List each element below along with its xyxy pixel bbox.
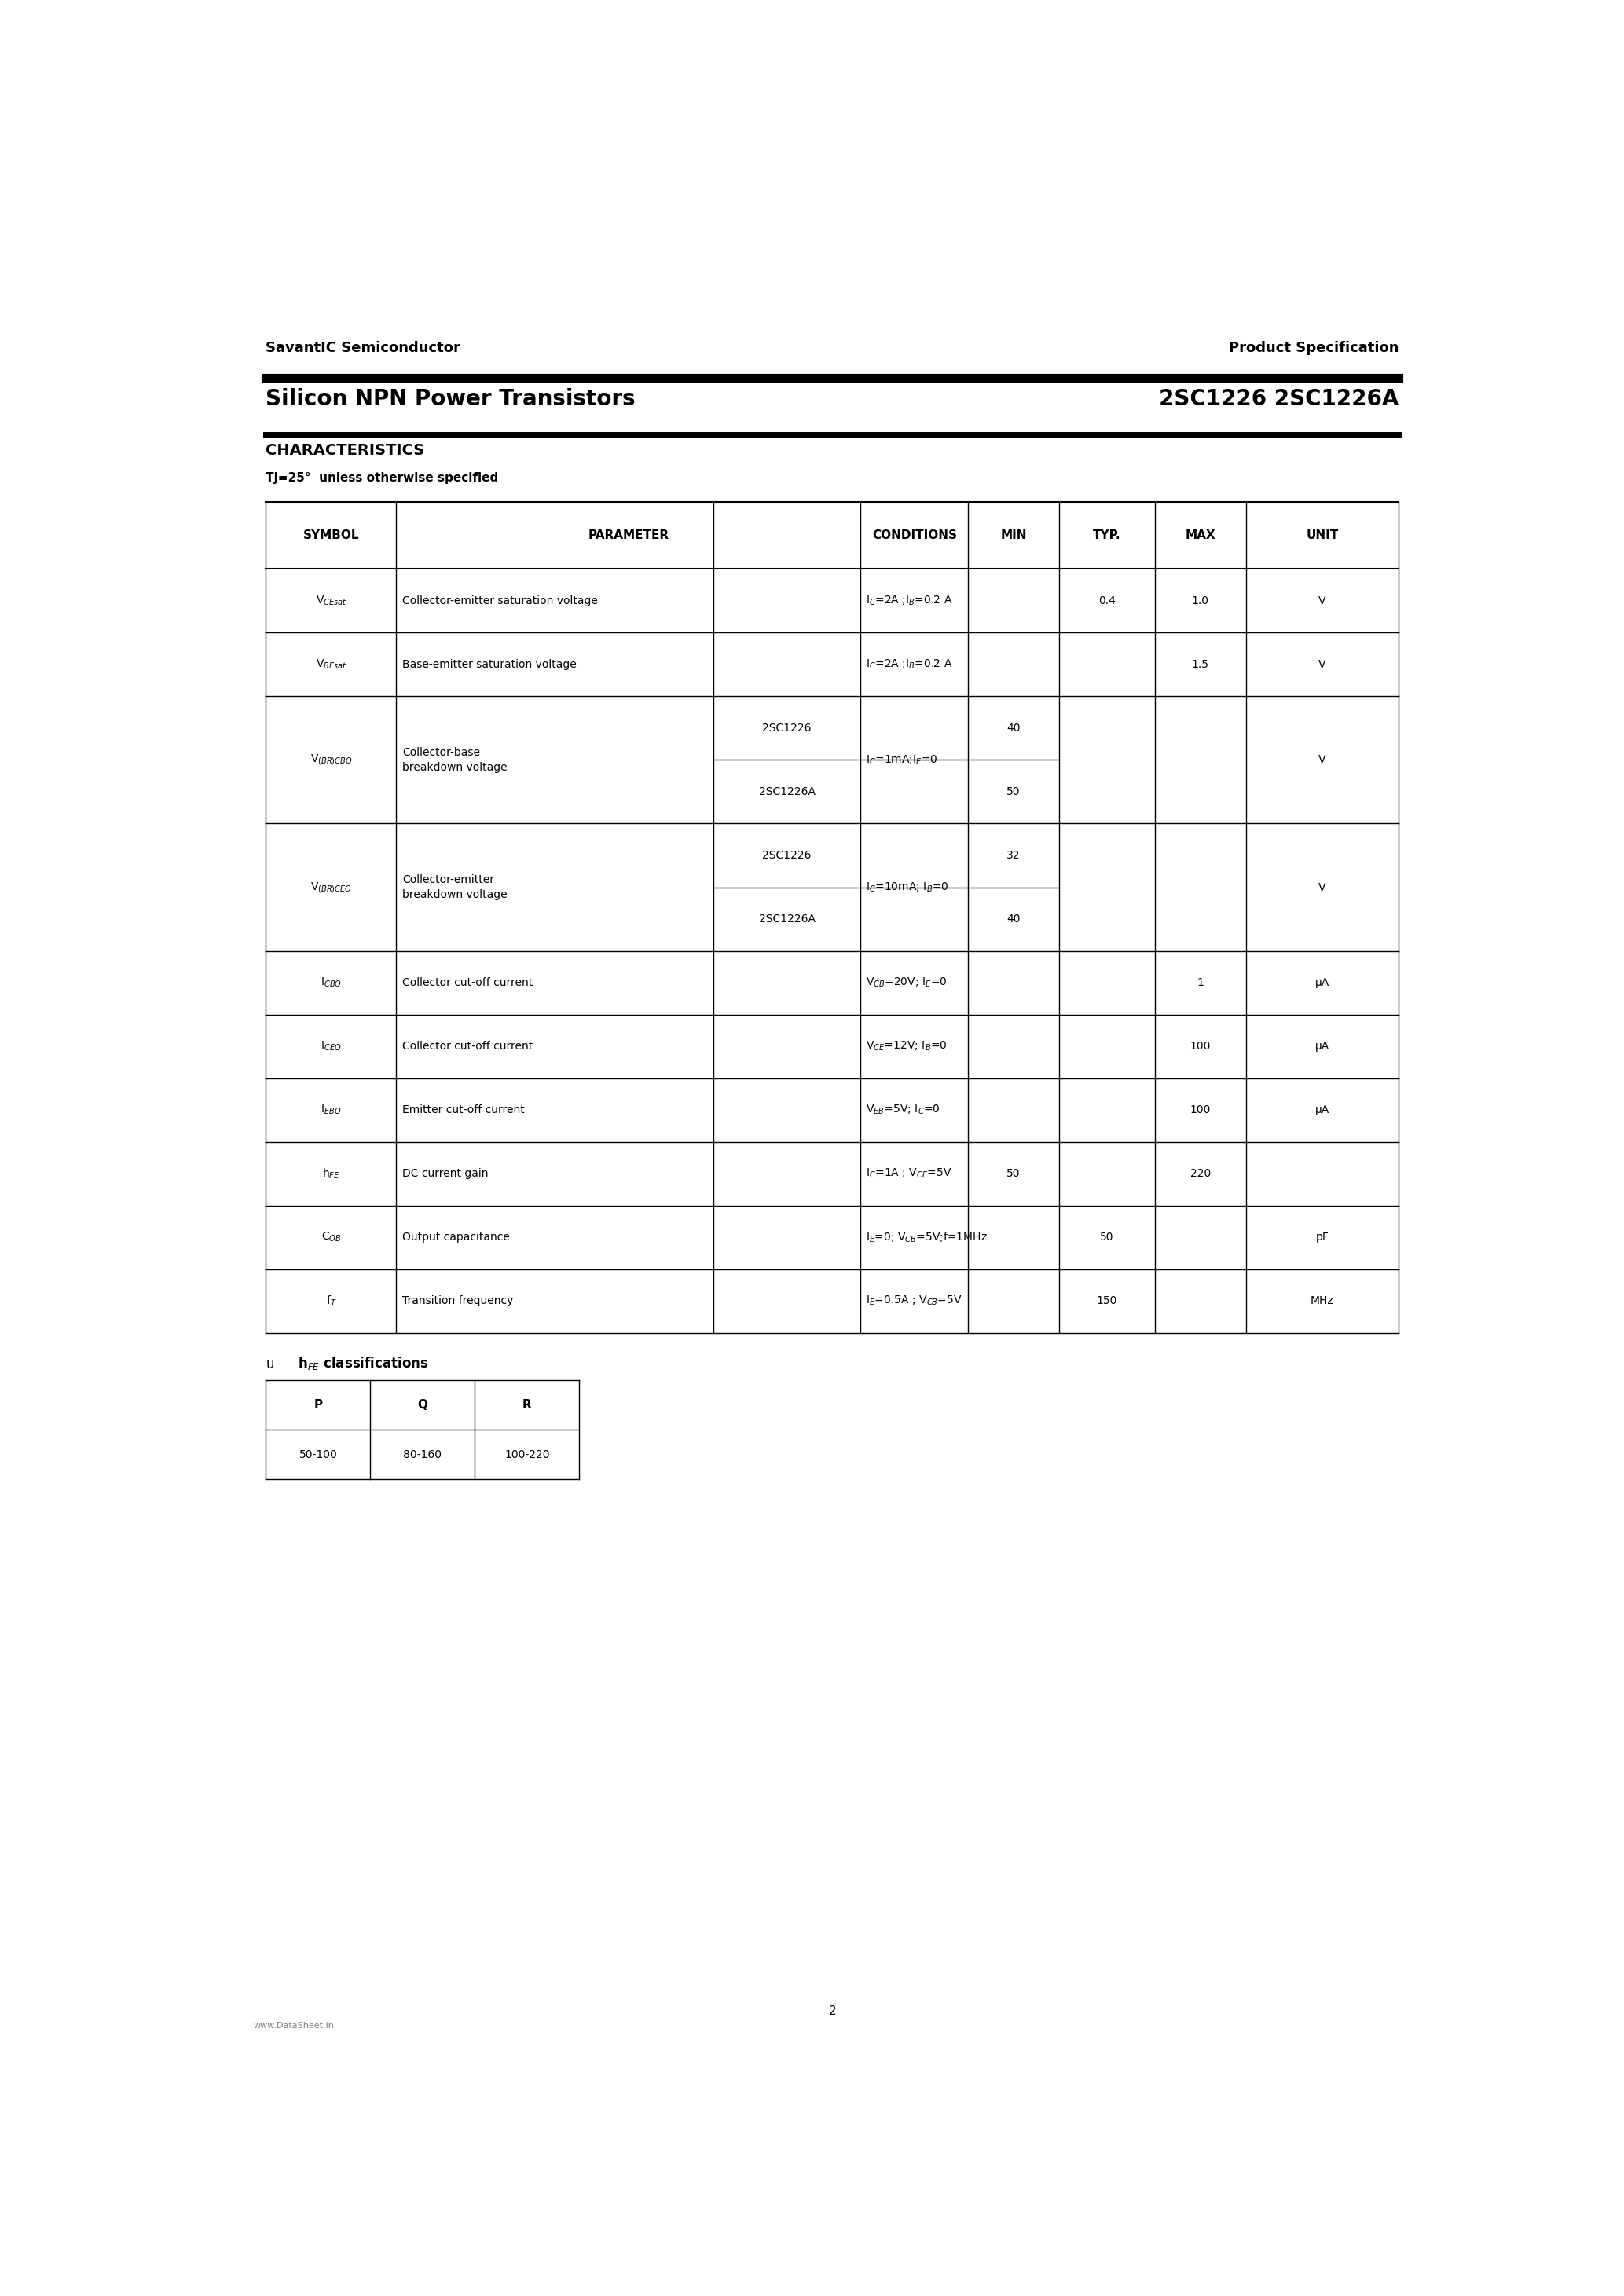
Text: V$_{CE}$=12V; I$_{B}$=0: V$_{CE}$=12V; I$_{B}$=0: [866, 1040, 947, 1054]
Text: 50-100: 50-100: [299, 1449, 338, 1460]
Text: 50: 50: [1007, 785, 1020, 797]
Text: μA: μA: [1315, 978, 1330, 987]
Text: 50: 50: [1007, 1169, 1020, 1180]
Text: 2SC1226A: 2SC1226A: [758, 785, 815, 797]
Text: 1.5: 1.5: [1192, 659, 1210, 670]
Text: V$_{EB}$=5V; I$_{C}$=0: V$_{EB}$=5V; I$_{C}$=0: [866, 1104, 940, 1116]
Text: MIN: MIN: [1000, 530, 1026, 542]
Text: www.DataSheet.in: www.DataSheet.in: [253, 2023, 335, 2030]
Text: 150: 150: [1096, 1295, 1117, 1306]
Text: Base-emitter saturation voltage: Base-emitter saturation voltage: [403, 659, 577, 670]
Text: V$_{BEsat}$: V$_{BEsat}$: [315, 659, 346, 670]
Text: I$_{C}$=2A ;I$_{B}$=0.2 A: I$_{C}$=2A ;I$_{B}$=0.2 A: [866, 659, 952, 670]
Text: 1: 1: [1197, 978, 1203, 987]
Text: I$_{C}$=10mA; I$_{B}$=0: I$_{C}$=10mA; I$_{B}$=0: [866, 882, 948, 893]
Text: R: R: [523, 1398, 531, 1412]
Text: 40: 40: [1007, 723, 1020, 735]
Text: 100: 100: [1190, 1104, 1212, 1116]
Text: V: V: [1319, 882, 1325, 893]
Text: 220: 220: [1190, 1169, 1212, 1180]
Text: pF: pF: [1315, 1231, 1328, 1242]
Text: 50: 50: [1099, 1231, 1114, 1242]
Text: 2SC1226 2SC1226A: 2SC1226 2SC1226A: [1160, 388, 1398, 411]
Text: Q: Q: [417, 1398, 427, 1412]
Text: I$_{EBO}$: I$_{EBO}$: [320, 1104, 341, 1116]
Text: 1.0: 1.0: [1192, 595, 1210, 606]
Text: I$_{C}$=1A ; V$_{CE}$=5V: I$_{C}$=1A ; V$_{CE}$=5V: [866, 1166, 952, 1180]
Text: Collector cut-off current: Collector cut-off current: [403, 1040, 533, 1052]
Text: MAX: MAX: [1186, 530, 1216, 542]
Text: h$_{FE}$: h$_{FE}$: [322, 1166, 339, 1180]
Text: V: V: [1319, 595, 1325, 606]
Text: I$_{E}$=0; V$_{CB}$=5V;f=1MHz: I$_{E}$=0; V$_{CB}$=5V;f=1MHz: [866, 1231, 987, 1244]
Text: Output capacitance: Output capacitance: [403, 1231, 510, 1242]
Text: μA: μA: [1315, 1040, 1330, 1052]
Text: u: u: [266, 1357, 274, 1371]
Text: Silicon NPN Power Transistors: Silicon NPN Power Transistors: [266, 388, 635, 411]
Text: 2SC1226A: 2SC1226A: [758, 914, 815, 925]
Text: CONDITIONS: CONDITIONS: [872, 530, 957, 542]
Text: Transition frequency: Transition frequency: [403, 1295, 513, 1306]
Text: SavantIC Semiconductor: SavantIC Semiconductor: [266, 340, 461, 356]
Text: TYP.: TYP.: [1093, 530, 1121, 542]
Text: 100: 100: [1190, 1040, 1212, 1052]
Text: Collector-base
breakdown voltage: Collector-base breakdown voltage: [403, 746, 507, 774]
Text: UNIT: UNIT: [1306, 530, 1338, 542]
Text: CHARACTERISTICS: CHARACTERISTICS: [266, 443, 425, 457]
Text: Collector cut-off current: Collector cut-off current: [403, 978, 533, 987]
Text: V$_{(BR)CEO}$: V$_{(BR)CEO}$: [310, 879, 352, 893]
Text: Collector-emitter saturation voltage: Collector-emitter saturation voltage: [403, 595, 598, 606]
Text: I$_{CBO}$: I$_{CBO}$: [320, 976, 341, 990]
Text: DC current gain: DC current gain: [403, 1169, 489, 1180]
Text: Collector-emitter
breakdown voltage: Collector-emitter breakdown voltage: [403, 875, 507, 900]
Text: PARAMETER: PARAMETER: [588, 530, 669, 542]
Text: P: P: [313, 1398, 323, 1412]
Text: I$_{C}$=2A ;I$_{B}$=0.2 A: I$_{C}$=2A ;I$_{B}$=0.2 A: [866, 595, 952, 606]
Text: 32: 32: [1007, 850, 1020, 861]
Text: V$_{CEsat}$: V$_{CEsat}$: [315, 595, 346, 606]
Text: V$_{(BR)CBO}$: V$_{(BR)CBO}$: [310, 753, 352, 767]
Text: f$_{T}$: f$_{T}$: [326, 1295, 336, 1309]
Text: 2SC1226: 2SC1226: [762, 723, 812, 735]
Text: Emitter cut-off current: Emitter cut-off current: [403, 1104, 525, 1116]
Text: V: V: [1319, 659, 1325, 670]
Text: h$_{FE}$ classifications: h$_{FE}$ classifications: [297, 1355, 429, 1371]
Text: C$_{OB}$: C$_{OB}$: [322, 1231, 341, 1244]
Text: I$_{CEO}$: I$_{CEO}$: [320, 1040, 341, 1054]
Text: MHz: MHz: [1311, 1295, 1333, 1306]
Text: I$_{E}$=0.5A ; V$_{CB}$=5V: I$_{E}$=0.5A ; V$_{CB}$=5V: [866, 1295, 961, 1306]
Text: 2: 2: [828, 2007, 836, 2018]
Text: SYMBOL: SYMBOL: [304, 530, 359, 542]
Text: 40: 40: [1007, 914, 1020, 925]
Text: 0.4: 0.4: [1098, 595, 1116, 606]
Text: 2SC1226: 2SC1226: [762, 850, 812, 861]
Text: I$_{C}$=1mA;I$_{E}$=0: I$_{C}$=1mA;I$_{E}$=0: [866, 753, 937, 767]
Text: 80-160: 80-160: [403, 1449, 442, 1460]
Text: Tj=25°  unless otherwise specified: Tj=25° unless otherwise specified: [266, 473, 499, 484]
Text: V$_{CB}$=20V; I$_{E}$=0: V$_{CB}$=20V; I$_{E}$=0: [866, 976, 947, 990]
Text: 100-220: 100-220: [505, 1449, 549, 1460]
Text: μA: μA: [1315, 1104, 1330, 1116]
Text: Product Specification: Product Specification: [1229, 340, 1398, 356]
Text: V: V: [1319, 755, 1325, 765]
